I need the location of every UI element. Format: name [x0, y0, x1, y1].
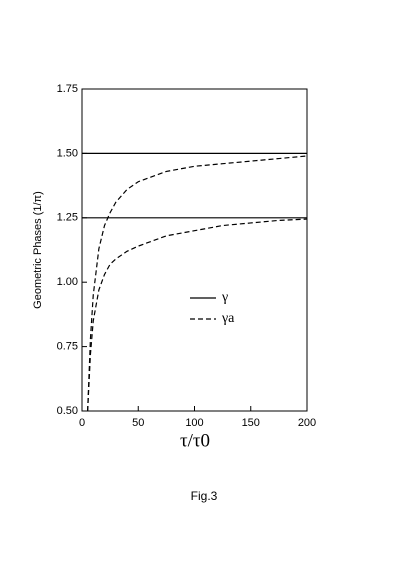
y-tick-label: 1.50: [57, 147, 78, 159]
caption: Fig.3: [191, 489, 218, 503]
y-tick-label: 0.75: [57, 341, 78, 353]
x-tick-label: 50: [132, 417, 144, 429]
x-tick-label: 150: [242, 417, 260, 429]
x-tick-label: 100: [185, 417, 203, 429]
x-tick-label: 0: [79, 417, 85, 429]
plot-frame: [81, 88, 308, 412]
legend-label: γa: [221, 311, 235, 326]
curve: [87, 218, 308, 412]
x-axis-label: τ/τ0: [180, 430, 210, 451]
curve: [87, 155, 308, 412]
legend-label: γ: [221, 290, 228, 305]
x-tick-label: 200: [298, 417, 316, 429]
y-tick-label: 1.25: [57, 212, 78, 224]
y-tick-label: 1.75: [57, 83, 78, 95]
y-tick-label: 1.00: [57, 276, 78, 288]
y-tick-label: 0.50: [57, 405, 78, 417]
y-axis-label: Geometric Phases (1/π): [32, 191, 44, 309]
